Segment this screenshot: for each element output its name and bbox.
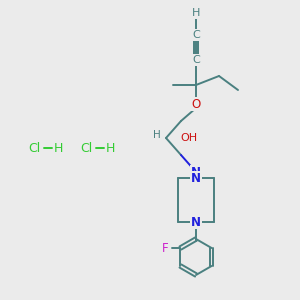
Text: N: N bbox=[191, 215, 201, 229]
Text: Cl: Cl bbox=[80, 142, 92, 154]
Text: H: H bbox=[192, 8, 200, 18]
Text: N: N bbox=[191, 166, 201, 178]
Text: N: N bbox=[191, 172, 201, 184]
Text: OH: OH bbox=[180, 133, 197, 143]
Text: Cl: Cl bbox=[28, 142, 40, 154]
Text: H: H bbox=[54, 142, 63, 154]
Text: C: C bbox=[192, 30, 200, 40]
Text: F: F bbox=[162, 242, 169, 254]
Text: O: O bbox=[191, 98, 201, 110]
Text: H: H bbox=[106, 142, 116, 154]
Text: C: C bbox=[192, 55, 200, 65]
Text: H: H bbox=[153, 130, 161, 140]
